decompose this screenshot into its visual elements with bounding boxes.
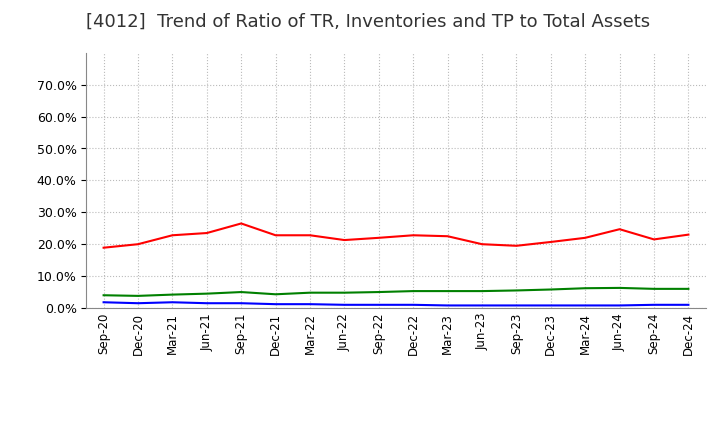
- Trade Payables: [684, 286, 693, 291]
- Trade Receivables: [477, 242, 486, 247]
- Inventories: [444, 303, 452, 308]
- Trade Receivables: [444, 234, 452, 239]
- Inventories: [168, 300, 176, 305]
- Trade Receivables: [202, 231, 211, 236]
- Trade Payables: [581, 286, 590, 291]
- Inventories: [684, 302, 693, 308]
- Trade Payables: [202, 291, 211, 296]
- Trade Receivables: [237, 221, 246, 226]
- Line: Trade Receivables: Trade Receivables: [104, 224, 688, 248]
- Line: Trade Payables: Trade Payables: [104, 288, 688, 296]
- Trade Payables: [134, 293, 143, 298]
- Trade Receivables: [581, 235, 590, 240]
- Trade Receivables: [546, 239, 555, 245]
- Trade Payables: [444, 289, 452, 294]
- Trade Payables: [340, 290, 348, 295]
- Trade Receivables: [409, 233, 418, 238]
- Trade Payables: [168, 292, 176, 297]
- Trade Receivables: [99, 245, 108, 250]
- Inventories: [649, 302, 658, 308]
- Trade Payables: [477, 289, 486, 294]
- Inventories: [134, 301, 143, 306]
- Inventories: [581, 303, 590, 308]
- Trade Receivables: [512, 243, 521, 249]
- Trade Payables: [237, 290, 246, 295]
- Trade Receivables: [271, 233, 280, 238]
- Inventories: [409, 302, 418, 308]
- Trade Receivables: [684, 232, 693, 237]
- Line: Inventories: Inventories: [104, 302, 688, 305]
- Inventories: [237, 301, 246, 306]
- Trade Payables: [271, 292, 280, 297]
- Trade Payables: [649, 286, 658, 291]
- Inventories: [306, 301, 315, 307]
- Inventories: [340, 302, 348, 308]
- Trade Receivables: [134, 242, 143, 247]
- Inventories: [271, 301, 280, 307]
- Trade Payables: [409, 289, 418, 294]
- Trade Receivables: [340, 238, 348, 243]
- Trade Receivables: [168, 233, 176, 238]
- Inventories: [99, 300, 108, 305]
- Inventories: [512, 303, 521, 308]
- Inventories: [374, 302, 383, 308]
- Trade Payables: [512, 288, 521, 293]
- Trade Payables: [306, 290, 315, 295]
- Inventories: [477, 303, 486, 308]
- Trade Receivables: [649, 237, 658, 242]
- Trade Receivables: [306, 233, 315, 238]
- Inventories: [616, 303, 624, 308]
- Trade Payables: [546, 287, 555, 292]
- Text: [4012]  Trend of Ratio of TR, Inventories and TP to Total Assets: [4012] Trend of Ratio of TR, Inventories…: [86, 13, 651, 31]
- Inventories: [202, 301, 211, 306]
- Inventories: [546, 303, 555, 308]
- Trade Payables: [374, 290, 383, 295]
- Trade Receivables: [374, 235, 383, 240]
- Trade Receivables: [616, 227, 624, 232]
- Trade Payables: [616, 285, 624, 290]
- Trade Payables: [99, 293, 108, 298]
